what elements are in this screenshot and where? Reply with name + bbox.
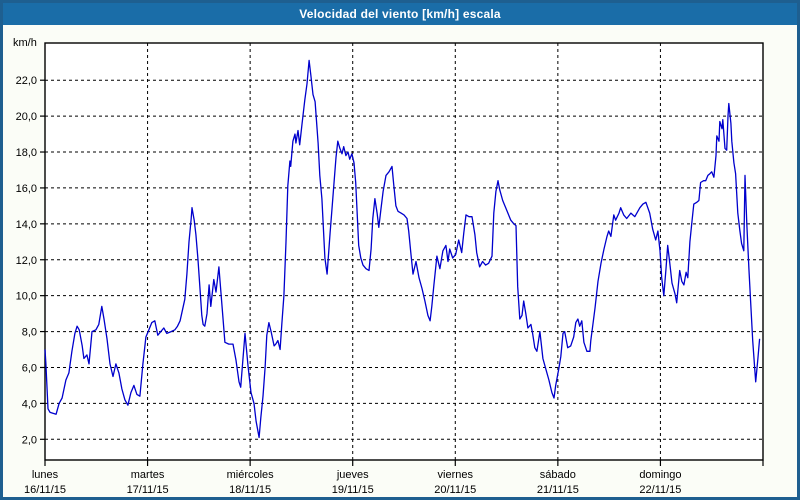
day-name-label: sábado [540,469,576,481]
day-name-label: miércoles [227,469,275,481]
day-date-label: 17/11/15 [127,484,169,496]
day-name-label: domingo [639,469,681,481]
y-tick-label: 20,0 [16,111,37,123]
window-title-bar: Velocidad del viento [km/h] escala [3,3,797,25]
y-tick-label: 16,0 [16,183,37,195]
day-name-label: viernes [438,469,474,481]
plot-area [44,42,764,461]
day-date-label: 21/11/15 [537,484,579,496]
y-tick-label: 6,0 [22,362,37,374]
day-date-label: 18/11/15 [229,484,271,496]
y-tick-label: 4,0 [22,398,37,410]
day-name-label: jueves [336,469,369,481]
y-tick-label: 8,0 [22,327,37,339]
y-tick-label: 18,0 [16,147,37,159]
y-tick-label: 14,0 [16,219,37,231]
day-name-label: lunes [32,469,59,481]
y-tick-label: 12,0 [16,255,37,267]
y-axis-unit-label: km/h [13,37,37,49]
day-date-label: 22/11/15 [639,484,681,496]
wind-speed-chart: 2,0 4,0 6,0 8,0 10,0 12,0 14,0 16,0 18,0 20,0 22,0… [16,42,764,496]
day-date-label: 19/11/15 [332,484,374,496]
y-tick-label: 10,0 [16,291,37,303]
day-date-label: 20/11/15 [434,484,476,496]
day-name-label: martes [131,469,165,481]
y-tick-label: 2,0 [22,434,37,446]
wind-speed-line [44,59,761,439]
y-tick-label: 22,0 [16,75,37,87]
day-date-label: 16/11/15 [24,484,66,496]
